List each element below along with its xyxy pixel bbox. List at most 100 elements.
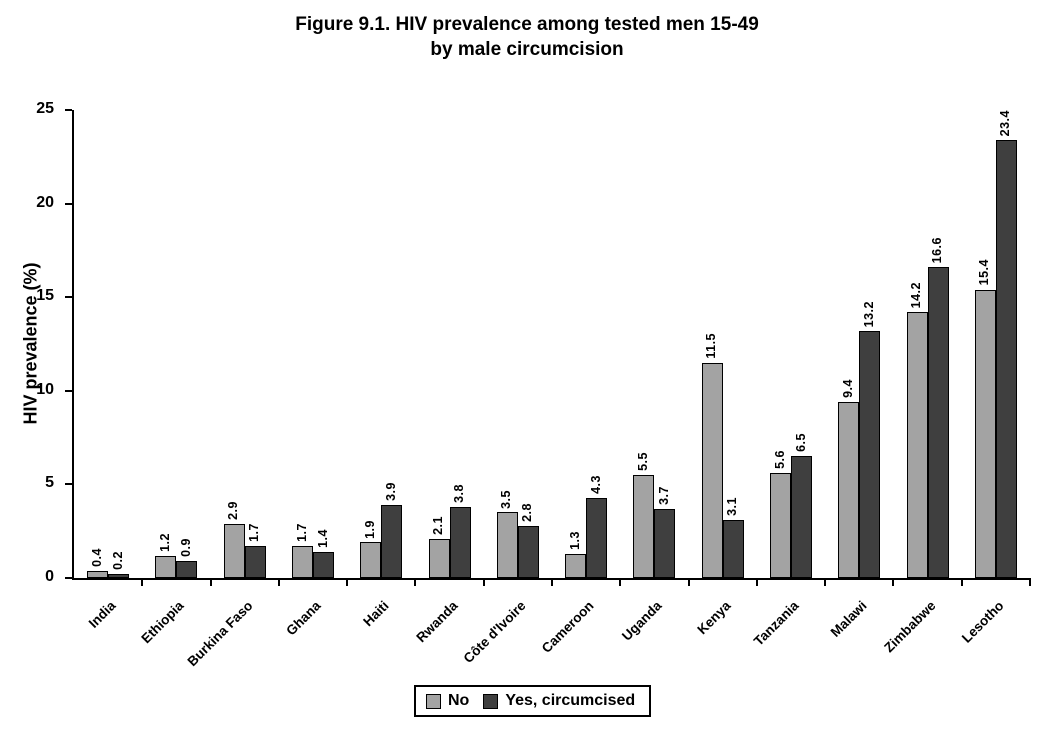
bar-yes-circumcised-c-te-d-ivoire	[517, 525, 539, 578]
y-axis-tick	[65, 109, 72, 111]
bar-no-lesotho	[974, 289, 996, 578]
bar-value-label-no-tanzania: 5.6	[772, 450, 787, 470]
y-axis-tick	[65, 389, 72, 392]
bar-yes-circumcised-lesotho	[995, 139, 1017, 578]
x-axis-tick	[824, 578, 827, 586]
bar-value-label-yes-circumcised-india: 0.2	[110, 551, 125, 571]
bar-yes-circumcised-zimbabwe	[927, 267, 949, 578]
y-axis-tick	[65, 483, 72, 486]
x-axis-tick	[619, 578, 622, 586]
legend-swatch-no	[426, 693, 441, 709]
x-axis-tick	[482, 578, 485, 586]
y-axis-tick-label: 5	[45, 474, 54, 492]
bar-yes-circumcised-india	[108, 574, 130, 578]
y-axis-tick-label: 0	[45, 568, 54, 585]
x-axis-tick	[414, 578, 417, 586]
chart-title-line1: Figure 9.1. HIV prevalence among tested …	[295, 14, 759, 35]
x-axis-tick	[141, 578, 144, 586]
x-axis-label-malawi: Malawi	[827, 598, 870, 640]
bar-value-label-no-kenya: 11.5	[704, 333, 719, 359]
bar-yes-circumcised-haiti	[381, 505, 403, 578]
bar-value-label-yes-circumcised-kenya: 3.1	[725, 497, 740, 516]
x-axis-tick	[346, 578, 349, 586]
x-axis-tick	[277, 578, 280, 586]
x-axis-label-india: India	[85, 598, 119, 631]
x-axis-tick	[960, 578, 963, 586]
bar-value-label-no-ethiopia: 1.2	[157, 532, 172, 552]
bar-value-label-yes-circumcised-rwanda: 3.8	[452, 483, 467, 503]
bar-value-label-yes-circumcised-zimbabwe: 16.6	[930, 236, 945, 264]
x-axis-label-tanzania: Tanzania	[750, 598, 802, 649]
bar-value-label-yes-circumcised-uganda: 3.7	[656, 485, 671, 505]
bar-no-burkina-faso	[223, 523, 245, 578]
bar-yes-circumcised-tanzania	[791, 456, 812, 578]
bar-value-label-no-uganda: 5.5	[635, 452, 650, 472]
y-axis-tick-label: 25	[36, 100, 54, 117]
bar-no-ethiopia	[155, 555, 177, 578]
x-axis-tick	[687, 578, 690, 586]
bar-yes-circumcised-ghana	[313, 551, 334, 578]
x-axis-tick	[892, 578, 895, 586]
bar-value-label-yes-circumcised-ghana: 1.4	[315, 528, 330, 548]
legend-label-yes-circumcised: Yes, circumcised	[505, 692, 636, 709]
bar-no-cameroon	[565, 553, 587, 578]
bar-value-label-no-burkina-faso: 2.9	[226, 500, 241, 520]
x-axis-label-haiti: Haiti	[360, 598, 392, 630]
bar-value-label-no-c-te-d-ivoire: 3.5	[499, 489, 514, 509]
bar-no-malawi	[838, 402, 860, 578]
bar-no-zimbabwe	[906, 312, 928, 578]
x-axis-label-ghana: Ghana	[283, 598, 324, 639]
bar-value-label-no-india: 0.4	[89, 547, 104, 567]
x-axis-tick	[209, 578, 212, 586]
bar-yes-circumcised-malawi	[859, 330, 881, 578]
bar-value-label-yes-circumcised-lesotho: 23.4	[998, 109, 1013, 136]
bar-value-label-yes-circumcised-tanzania: 6.5	[793, 433, 808, 453]
bar-value-label-yes-circumcised-haiti: 3.9	[383, 482, 398, 501]
bar-value-label-no-malawi: 9.4	[840, 379, 855, 399]
bar-value-label-yes-circumcised-cameroon: 4.3	[588, 474, 603, 494]
x-axis-tick	[755, 578, 758, 586]
legend: No Yes, circumcised	[414, 685, 652, 717]
x-axis-label-lesotho: Lesotho	[958, 598, 1007, 646]
bar-no-tanzania	[770, 473, 791, 578]
y-axis-title: HIV prevalence (%)	[20, 262, 41, 425]
legend-label-no: No	[448, 692, 470, 709]
y-axis-tick	[65, 577, 72, 579]
plot-area: 0 5 10 15 20 25 0.4 0.2 1.2 0.9 2.9 1.7 1.7 1.4 1.9 3.9…	[36, 100, 1031, 586]
y-axis-tick-label: 20	[36, 193, 54, 211]
bar-yes-circumcised-uganda	[654, 508, 676, 578]
chart-title-line2: by male circumcision	[430, 39, 624, 61]
bar-yes-circumcised-kenya	[722, 519, 744, 578]
bar-value-label-yes-circumcised-c-te-d-ivoire: 2.8	[520, 502, 535, 522]
bar-yes-circumcised-burkina-faso	[244, 546, 266, 578]
y-axis-tick	[65, 296, 72, 299]
chart-title: Figure 9.1. HIV prevalence among tested …	[0, 12, 1054, 62]
bar-value-label-no-lesotho: 15.4	[977, 259, 992, 286]
bar-value-label-no-rwanda: 2.1	[431, 515, 446, 535]
bar-value-label-no-cameroon: 1.3	[567, 530, 582, 550]
bar-yes-circumcised-ethiopia	[176, 561, 198, 578]
legend-swatch-yes-circumcised	[483, 693, 499, 709]
x-axis-labels: India Ethiopia Burkina Faso Ghana Haiti Rwand…	[72, 578, 1028, 678]
x-axis-label-zimbabwe: Zimbabwe	[880, 598, 939, 656]
bar-no-india	[87, 570, 109, 578]
bar-value-label-no-ghana: 1.7	[294, 523, 309, 543]
bar-value-label-no-zimbabwe: 14.2	[909, 281, 924, 309]
x-axis-tick	[1029, 578, 1031, 586]
bar-no-ghana	[292, 546, 313, 578]
x-axis-label-burkina-faso: Burkina Faso	[184, 598, 256, 670]
bar-no-rwanda	[428, 538, 450, 578]
bar-no-haiti	[360, 542, 382, 578]
bar-value-label-yes-circumcised-malawi: 13.2	[861, 300, 876, 327]
y-axis-tick-label: 15	[36, 287, 54, 305]
x-axis-tick	[551, 578, 553, 586]
bar-no-uganda	[633, 475, 655, 578]
y-axis-tick-label: 10	[36, 380, 54, 398]
bar-no-c-te-d-ivoire	[496, 512, 518, 578]
bar-value-label-yes-circumcised-ethiopia: 0.9	[178, 538, 193, 558]
y-axis-tick	[65, 202, 72, 205]
bar-value-label-no-haiti: 1.9	[362, 519, 377, 539]
bar-yes-circumcised-rwanda	[449, 506, 471, 578]
bar-no-kenya	[701, 362, 723, 578]
bar-yes-circumcised-cameroon	[586, 497, 608, 578]
